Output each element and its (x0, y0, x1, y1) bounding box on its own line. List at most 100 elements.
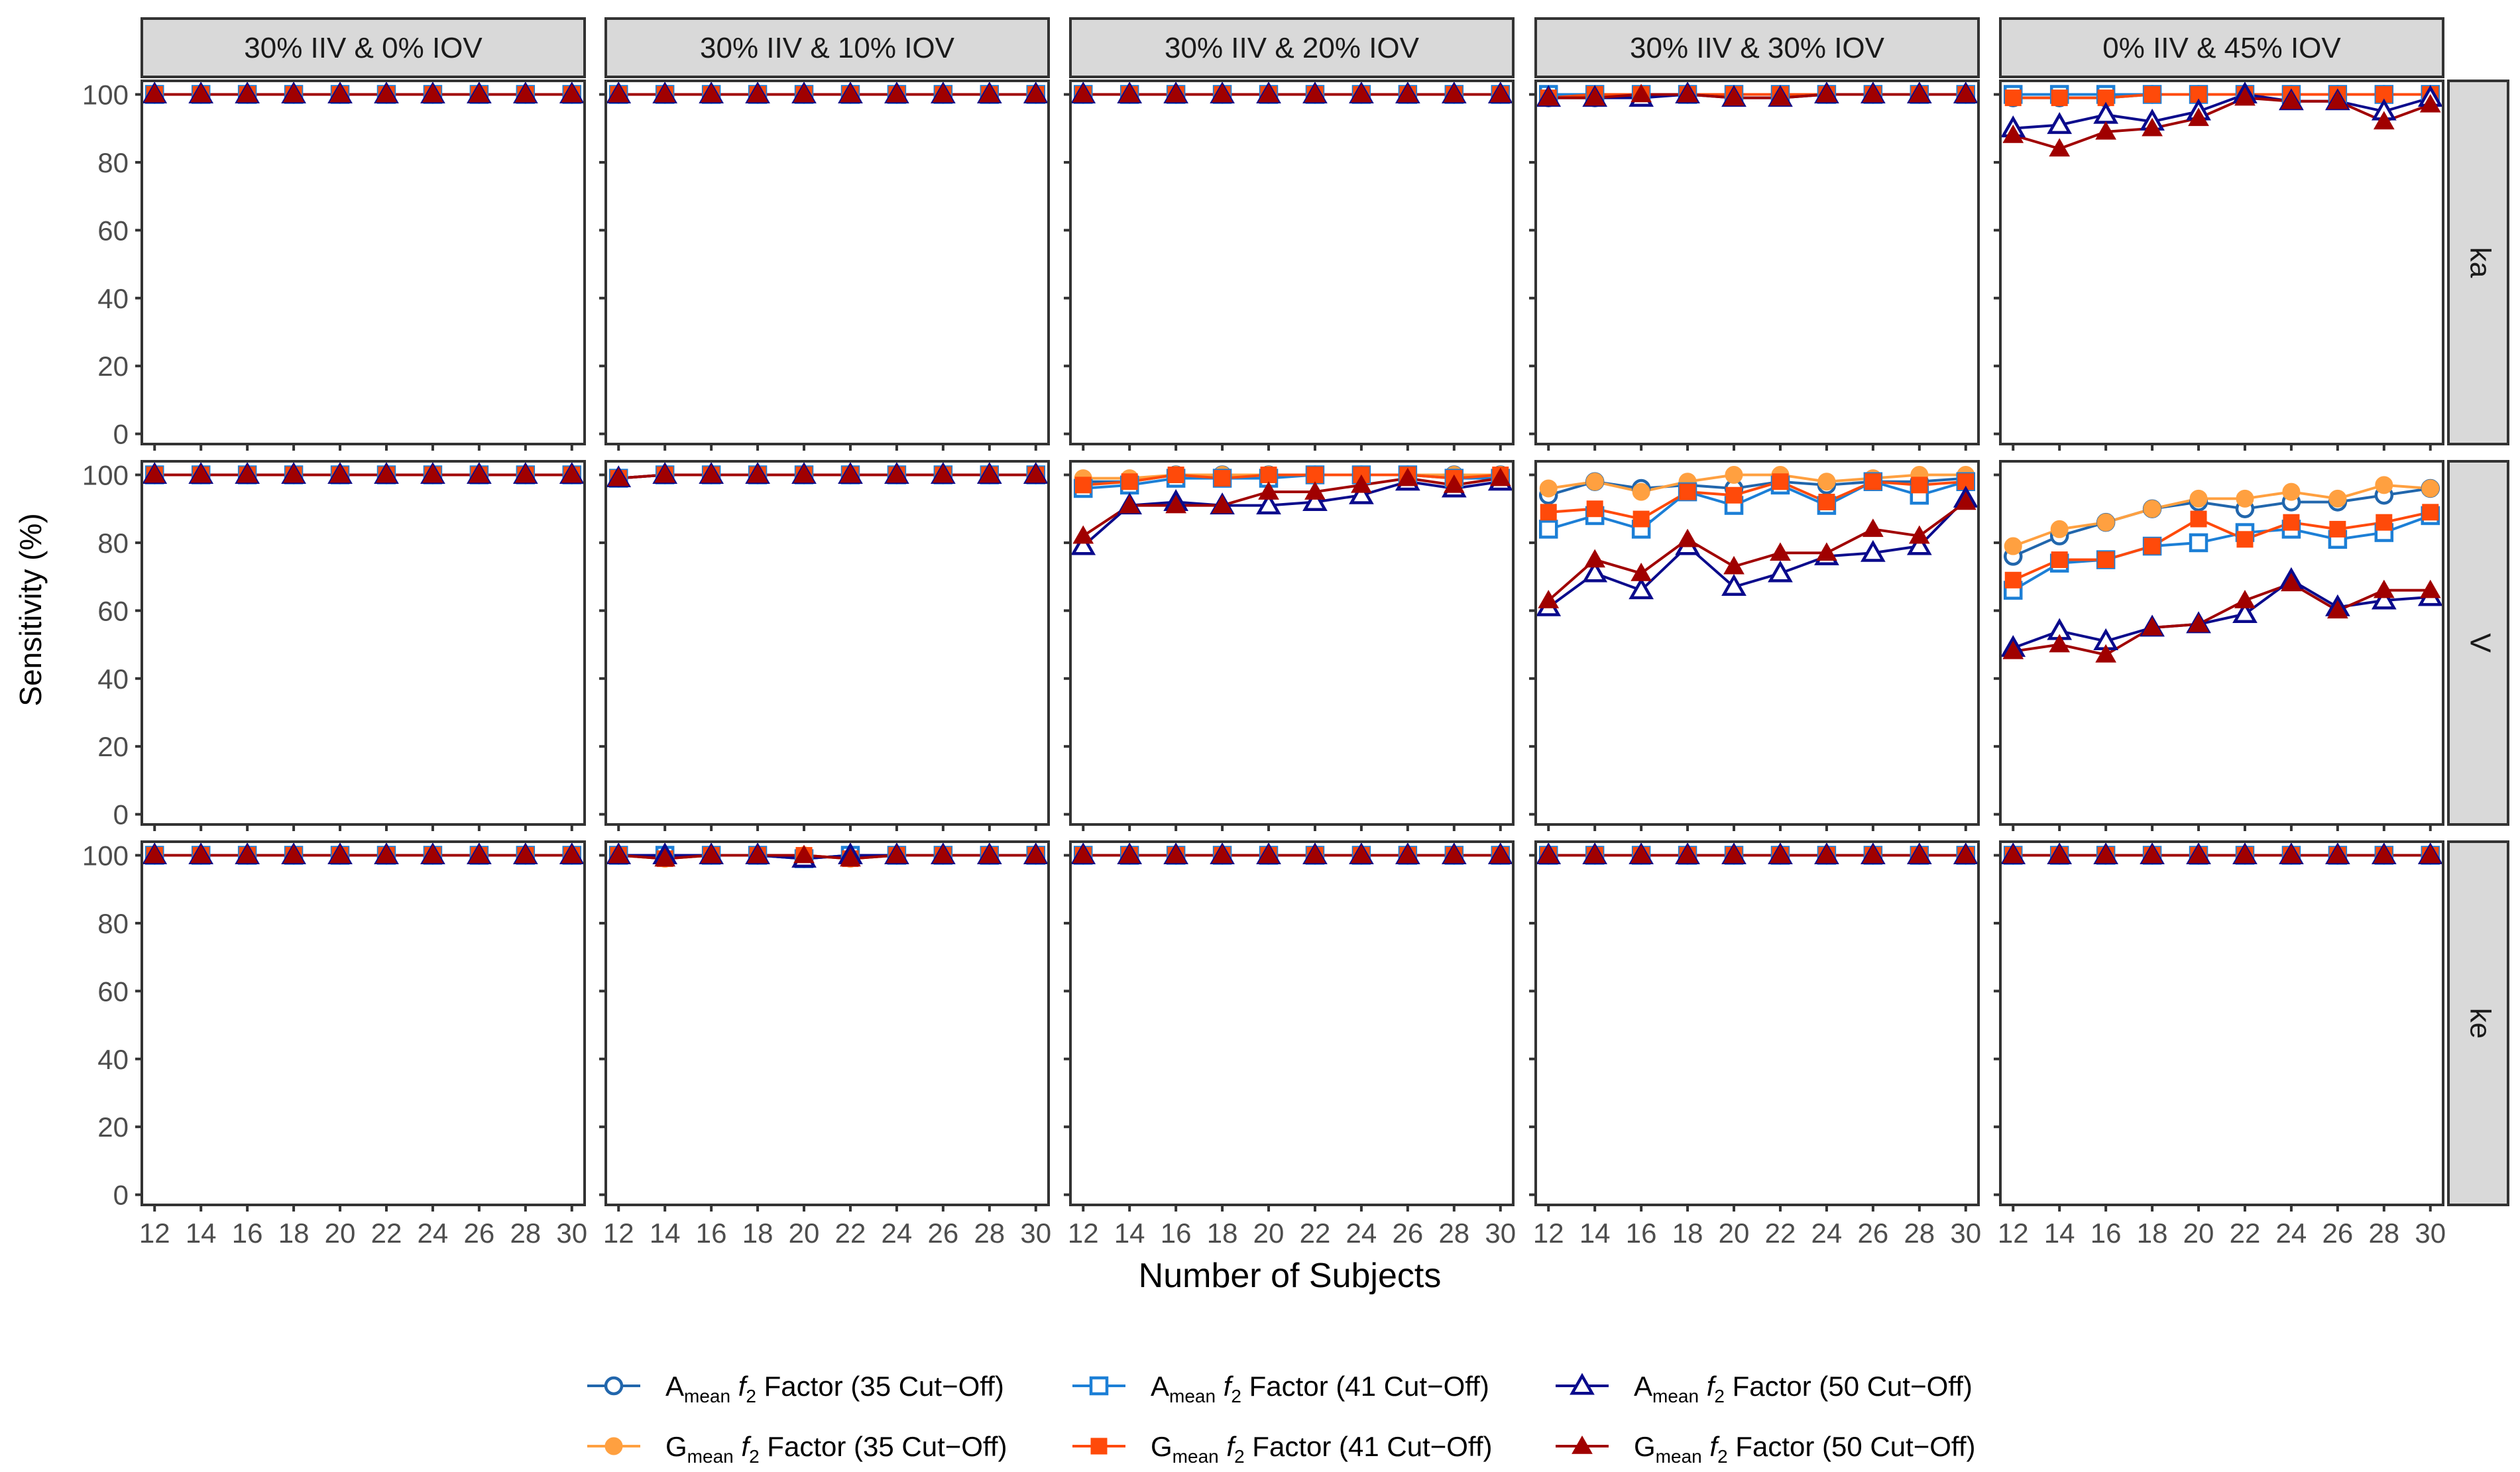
series-line-g35 (2012, 483, 2431, 547)
legend-marker (604, 1437, 623, 1455)
data-point-g50 (1816, 84, 1837, 103)
data-point-g50 (886, 844, 907, 864)
data-point-g41 (1632, 510, 1650, 528)
panel-background (606, 461, 1049, 824)
data-point-g50 (747, 84, 768, 103)
data-point-g50 (1351, 84, 1372, 103)
panel-ke-30pct-iiv-and-30pct-iov: 12 14 16 18 20 22 24 26 28 30 (1529, 840, 1981, 1249)
data-point-g50 (654, 848, 676, 867)
data-point-g50 (2419, 579, 2441, 598)
data-point-g50 (1443, 474, 1465, 493)
data-point-g41 (1306, 466, 1324, 483)
data-point-g50 (886, 464, 907, 483)
row-strip-ke (2447, 840, 2509, 1206)
legend-item-a50: Amean f2 Factor (50 Cut−Off) (1556, 1371, 1973, 1406)
column-strip-0pct-iiv-and-45pct-iov (1999, 17, 2444, 78)
legend-item-a41: Amean f2 Factor (41 Cut−Off) (1072, 1371, 1489, 1406)
series-line-a50 (2013, 93, 2431, 130)
y-tick-label: 0 (113, 799, 129, 830)
panel-background (606, 81, 1049, 444)
data-point-g50 (376, 464, 397, 483)
y-tick-label: 40 (97, 663, 129, 695)
data-point-g50 (283, 84, 304, 103)
data-point-g50 (978, 844, 1000, 864)
data-point-a50 (1349, 482, 1374, 504)
x-tick-label: 14 (186, 1217, 217, 1249)
data-point-g50 (2049, 138, 2071, 157)
data-point-g50 (1397, 84, 1418, 103)
data-point-g50 (1025, 464, 1047, 483)
x-tick-label: 26 (464, 1217, 495, 1249)
data-point-g50 (2373, 111, 2395, 130)
y-tick-label: 0 (113, 1180, 129, 1211)
panel-background (2000, 461, 2443, 824)
row-strip-label: ka (2464, 247, 2496, 278)
series-line-g41 (1548, 480, 1966, 521)
column-strip-30pct-iiv-and-20pct-iov (1069, 17, 1515, 78)
data-point-g50 (283, 844, 304, 864)
data-point-g50 (469, 464, 490, 483)
data-point-g50 (701, 464, 722, 483)
data-point-g50 (2281, 573, 2302, 592)
data-point-g35 (2143, 500, 2161, 518)
data-point-g50 (144, 464, 166, 483)
data-point-g35 (1539, 479, 1558, 498)
data-point-g50 (1165, 844, 1186, 864)
column-strip-label: 30% IIV & 30% IOV (1630, 32, 1885, 64)
data-point-g50 (1723, 87, 1745, 106)
data-point-g50 (1584, 87, 1606, 106)
data-point-g50 (2327, 600, 2348, 619)
data-point-g50 (1119, 84, 1141, 103)
data-point-g50 (1816, 542, 1837, 561)
data-point-g41 (1586, 500, 1603, 518)
x-tick-label: 26 (1393, 1217, 1424, 1249)
series-line-g50 (2012, 96, 2431, 150)
data-point-g50 (1862, 518, 1884, 538)
data-point-a50 (2047, 112, 2073, 135)
data-point-g50 (514, 84, 536, 103)
y-tick-label: 60 (97, 595, 129, 626)
data-point-g41 (1121, 473, 1138, 490)
data-point-a50 (1582, 560, 1608, 583)
data-point-g41 (2004, 89, 2022, 107)
data-point-g50 (2281, 90, 2302, 109)
data-point-g35 (2375, 476, 2393, 494)
data-point-g50 (2188, 844, 2209, 864)
x-axis-title: Number of Subjects (1139, 1257, 1442, 1295)
panel-v-30pct-iiv-and-20pct-iov (1064, 460, 1515, 831)
data-point-g50 (1862, 84, 1884, 103)
data-point-g50 (422, 464, 443, 483)
series-line-g41 (2013, 93, 2431, 99)
data-point-g50 (1351, 844, 1372, 864)
x-tick-label: 22 (371, 1217, 402, 1249)
data-point-g50 (2095, 644, 2116, 663)
data-point-g41 (1679, 483, 1696, 500)
data-point-g50 (1025, 84, 1047, 103)
column-strip-30pct-iiv-and-10pct-iov (604, 17, 1050, 78)
y-tick-label: 60 (97, 215, 129, 246)
legend-item-g50: Gmean f2 Factor (50 Cut−Off) (1556, 1431, 1976, 1467)
x-tick-label: 20 (1719, 1217, 1750, 1249)
legend: Amean f2 Factor (35 Cut−Off) Amean f2 Fac… (587, 1371, 1976, 1467)
data-point-g35 (2236, 489, 2254, 508)
legend-item-a35: Amean f2 Factor (35 Cut−Off) (587, 1371, 1004, 1406)
y-tick-label: 40 (97, 283, 129, 314)
data-point-g50 (2142, 117, 2163, 137)
panel-border (604, 460, 1050, 826)
panel-v-30pct-iiv-and-0pct-iov: 0 20 40 60 80 100 (82, 459, 586, 831)
panel-ke-0pct-iiv-and-45pct-iov: 12 14 16 18 20 22 24 26 28 30 (1994, 840, 2446, 1249)
data-point-g50 (422, 84, 443, 103)
data-point-g41 (2283, 514, 2300, 531)
panel-background (1536, 842, 1978, 1205)
data-point-g41 (2144, 85, 2161, 103)
data-point-g50 (1072, 525, 1094, 544)
data-point-g50 (2002, 124, 2024, 143)
x-tick-label: 18 (1207, 1217, 1238, 1249)
column-strip-label: 30% IIV & 10% IOV (700, 32, 955, 64)
x-tick-label: 16 (1626, 1217, 1657, 1249)
y-tick-label: 60 (97, 976, 129, 1007)
x-tick-label: 30 (556, 1217, 587, 1249)
legend-label: Gmean f2 Factor (35 Cut−Off) (665, 1431, 1007, 1467)
x-tick-label: 28 (974, 1217, 1005, 1249)
x-tick-label: 18 (2137, 1217, 2168, 1249)
